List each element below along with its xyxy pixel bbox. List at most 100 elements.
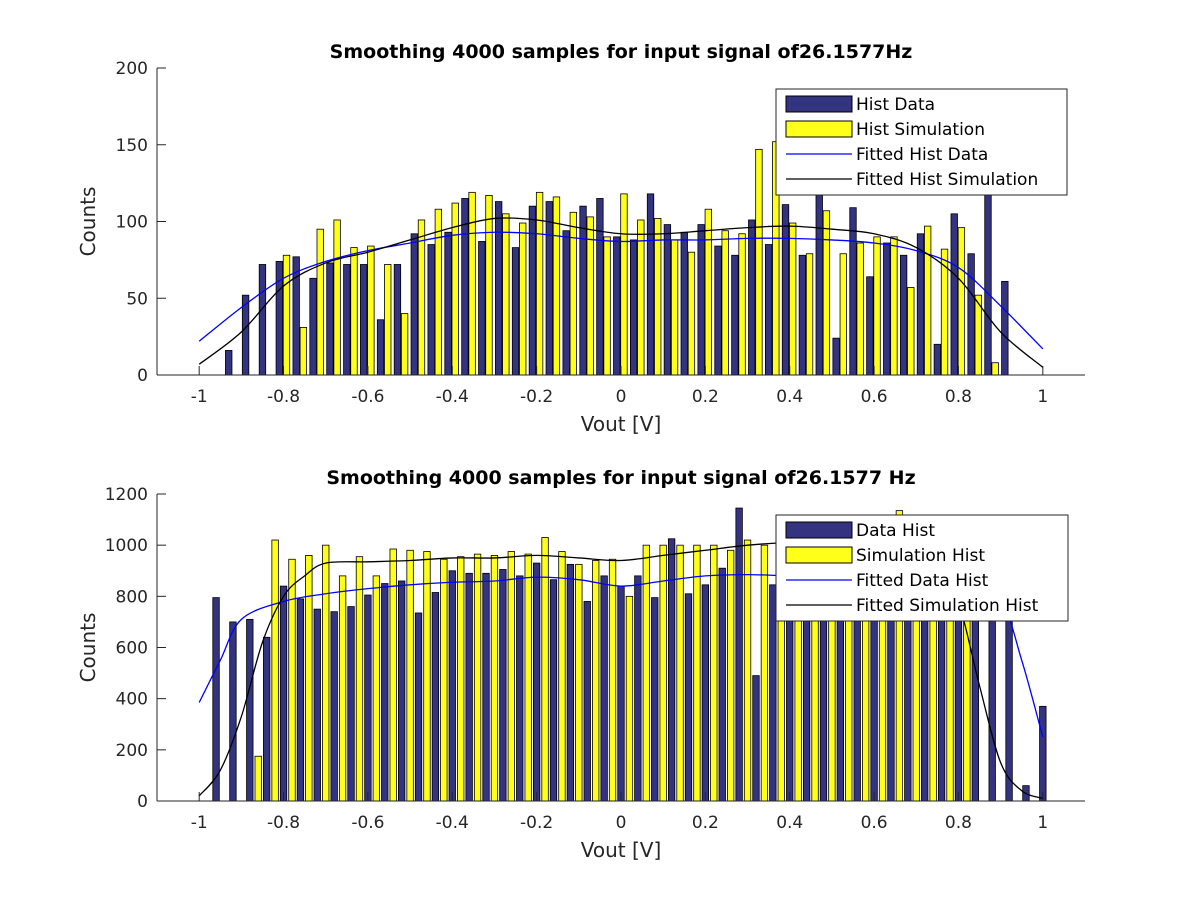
bar	[625, 595, 634, 802]
bar	[350, 247, 358, 376]
y-tick-label: 1200	[105, 485, 148, 505]
x-axis-label: Vout [V]	[581, 412, 662, 436]
bar	[305, 555, 313, 802]
bar	[883, 242, 891, 376]
bar	[414, 612, 423, 802]
bar	[457, 556, 465, 802]
x-tick-label: 0	[616, 813, 627, 833]
x-tick-label: -0.8	[267, 813, 300, 833]
y-tick-label: 50	[126, 289, 148, 309]
bar	[376, 319, 385, 376]
bar	[1001, 280, 1009, 376]
plot-title: Smoothing 4000 samples for input signal …	[326, 467, 915, 489]
bar	[490, 555, 499, 802]
legend-swatch	[785, 95, 853, 113]
bar	[957, 227, 966, 376]
bar	[634, 575, 642, 802]
bar	[630, 239, 638, 376]
bar	[338, 575, 347, 802]
bar	[583, 601, 591, 802]
bar	[485, 195, 493, 376]
bar	[687, 251, 696, 376]
x-tick-label: -0.4	[436, 813, 469, 833]
bar	[212, 597, 220, 802]
x-tick-label: 0.2	[692, 813, 719, 833]
bar	[367, 245, 375, 376]
bar	[890, 236, 898, 376]
bar	[899, 254, 908, 376]
bar	[620, 193, 628, 376]
bar-series-1	[225, 139, 1009, 376]
bar	[798, 254, 807, 376]
bar	[710, 544, 718, 802]
bar	[608, 558, 617, 802]
plot-1: -1 -0.8 -0.6 -0.4 -0.2 0 0.2 0.4 0.6 0.8 1 0 50 100 15…	[76, 41, 1085, 436]
bar	[263, 636, 271, 802]
bar	[279, 585, 288, 802]
legend-label: Hist Simulation	[856, 120, 985, 140]
bar	[781, 204, 790, 376]
bar	[701, 584, 710, 802]
bar	[360, 264, 368, 376]
bar	[566, 563, 575, 802]
bar	[752, 675, 760, 802]
x-tick-label: 0.8	[945, 813, 972, 833]
legend-label: Fitted Hist Simulation	[856, 170, 1038, 190]
bar	[693, 544, 701, 802]
bar	[246, 618, 254, 802]
bar	[507, 551, 515, 802]
y-tick-label: 100	[116, 213, 148, 233]
bar	[423, 551, 431, 802]
y-tick-label: 0	[137, 366, 148, 386]
bar	[680, 231, 688, 376]
y-tick-label: 200	[116, 59, 148, 79]
bar	[755, 148, 763, 376]
bar	[933, 343, 942, 376]
bar	[444, 231, 452, 376]
bar	[322, 544, 330, 802]
bar	[764, 244, 773, 376]
bar	[714, 245, 722, 376]
bar	[663, 224, 672, 376]
x-tick-label: -1	[191, 813, 208, 833]
bar	[586, 216, 594, 376]
bar	[558, 551, 566, 802]
bar	[676, 544, 684, 802]
bar	[468, 191, 476, 376]
bar	[654, 218, 662, 376]
legend-swatch	[785, 521, 853, 539]
y-axis-label: Counts	[76, 613, 100, 683]
bar	[822, 210, 831, 376]
x-tick-label: 0.8	[945, 387, 972, 407]
y-tick-label: 400	[116, 690, 148, 710]
x-tick-label: -0.4	[436, 387, 469, 407]
bar	[254, 755, 262, 802]
bar	[451, 202, 459, 376]
bar	[381, 583, 389, 802]
bar	[659, 544, 667, 802]
bar	[738, 233, 746, 376]
bar	[731, 254, 739, 376]
bar	[495, 201, 503, 376]
bar	[229, 621, 237, 802]
legend-label: Fitted Data Hist	[856, 571, 989, 591]
y-tick-label: 800	[116, 587, 148, 607]
bar	[347, 606, 355, 802]
bar	[440, 558, 448, 802]
bar	[596, 198, 604, 376]
legend-label: Fitted Hist Data	[856, 145, 988, 165]
bar	[856, 242, 864, 376]
bar	[984, 190, 992, 376]
legend-label: Hist Data	[856, 95, 935, 115]
bar	[288, 558, 296, 802]
plot-title: Smoothing 4000 samples for input signal …	[330, 41, 913, 63]
y-tick-label: 1000	[105, 536, 148, 556]
bar	[637, 219, 645, 376]
y-tick-label: 600	[116, 639, 148, 659]
bar	[866, 276, 874, 376]
bar	[684, 593, 693, 802]
x-tick-label: -0.2	[520, 387, 553, 407]
bar	[967, 253, 975, 376]
bar	[721, 230, 729, 376]
